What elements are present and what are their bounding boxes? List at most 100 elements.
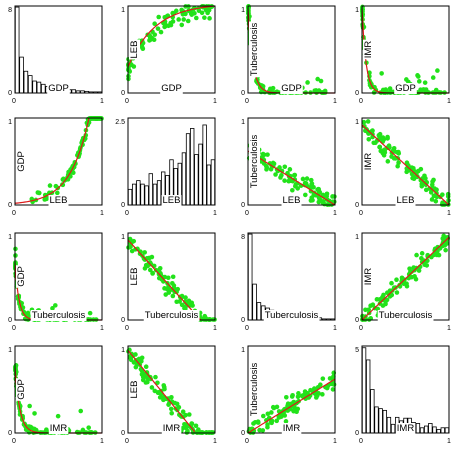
histogram-bar <box>202 124 207 206</box>
fit-curve <box>14 118 90 204</box>
scatter-point <box>158 29 164 35</box>
fit-curve <box>361 236 450 321</box>
x-tick-label: 0 <box>245 325 249 332</box>
scatter-point <box>308 198 314 203</box>
scatter-point <box>445 191 451 197</box>
y-axis-label-backing <box>249 21 260 78</box>
scatter-point <box>384 297 390 303</box>
panel-frame <box>247 345 336 434</box>
y-tick-label: 0 <box>8 90 12 97</box>
scatter-point <box>373 140 378 146</box>
scatter-point <box>80 427 86 433</box>
y-axis-label: GDP <box>16 266 27 287</box>
y-tick-label: 0 <box>355 202 359 209</box>
histogram-bar <box>41 83 46 94</box>
scatter-point <box>150 271 155 276</box>
scatter-point <box>166 23 171 29</box>
scatter-point <box>324 191 330 197</box>
scatter-point <box>279 172 284 178</box>
x-axis-label-backing <box>48 423 69 434</box>
x-tick-label: 0 <box>125 98 129 105</box>
scatter-point <box>207 16 212 21</box>
x-axis-label-backing <box>30 310 87 321</box>
x-axis-label: Tuberculosis <box>32 310 86 321</box>
x-axis-label: LEB <box>163 195 181 206</box>
scatter-point <box>183 11 188 17</box>
scatter-point <box>389 280 394 286</box>
scatter-point <box>414 252 419 258</box>
y-tick-label: 0 <box>241 202 245 209</box>
scatter-point <box>434 252 440 258</box>
fit-curve <box>127 239 201 321</box>
scatter-point <box>387 86 393 91</box>
y-tick-label: 1 <box>8 347 12 354</box>
scatter-point <box>131 238 137 244</box>
histogram-bar <box>247 233 253 321</box>
y-tick-label: 0 <box>8 317 12 324</box>
scatter-point <box>155 380 160 386</box>
x-tick-label: 0 <box>245 210 249 217</box>
scatter-point <box>78 408 84 414</box>
scatter-point <box>431 177 436 183</box>
scatter-point <box>151 37 157 43</box>
scatter-point <box>324 385 330 390</box>
scatter-point <box>55 190 60 196</box>
scatter-point <box>147 260 153 266</box>
scatter-point <box>179 302 185 308</box>
histogram-bar <box>156 180 162 206</box>
scatter-point <box>24 315 29 321</box>
panel-r0-c2: 0 1 0 1 GDP Tuberculosis <box>241 4 337 105</box>
scatter-point <box>53 183 59 189</box>
scatter-point <box>164 286 170 292</box>
x-tick-label: 1 <box>333 325 337 332</box>
histogram-bar <box>210 159 216 206</box>
y-tick-label: 0 <box>121 90 125 97</box>
scatter-point <box>380 303 386 308</box>
scatter-point <box>424 263 430 268</box>
scatter-point <box>140 45 145 50</box>
x-axis-label: LEB <box>50 195 68 206</box>
scatter-point <box>320 392 325 397</box>
scatter-point <box>418 177 424 183</box>
x-axis-label-backing <box>143 310 200 321</box>
scatter-point <box>163 292 169 297</box>
scatter-point <box>142 250 147 255</box>
scatter-point <box>146 255 152 261</box>
scatter-point <box>415 73 420 78</box>
panel-r0-c0: 0 8 0 1 GDP <box>8 5 104 105</box>
histogram-bar <box>32 80 37 94</box>
scatter-point <box>133 352 138 357</box>
y-tick-label: 0 <box>121 430 125 437</box>
scatter-point <box>175 286 181 292</box>
histogram-bar <box>198 143 203 206</box>
x-axis-label-backing <box>281 423 302 434</box>
panel-r2-c2: 0 8 0 1 Tuberculosis <box>241 232 337 332</box>
scatter-point <box>270 85 276 91</box>
scatter-point <box>157 390 163 396</box>
x-tick-label: 1 <box>213 98 217 105</box>
y-axis-label: Tuberculosis <box>249 363 260 417</box>
x-axis-label: Tuberculosis <box>379 310 433 321</box>
scatter-point <box>35 190 41 195</box>
histogram-bar <box>444 427 450 434</box>
scatter-point <box>431 193 437 199</box>
scatter-point <box>174 299 179 305</box>
scatter-point <box>361 119 367 125</box>
x-tick-label: 1 <box>100 210 104 217</box>
histogram-bar <box>415 423 421 434</box>
scatter-point <box>433 87 439 93</box>
x-axis-label: LEB <box>283 195 301 206</box>
y-tick-label: 1 <box>355 7 359 14</box>
fit-curve <box>361 124 450 206</box>
x-tick-label: 1 <box>447 325 451 332</box>
x-tick-label: 0 <box>12 325 16 332</box>
y-axis-label: IMR <box>363 153 374 171</box>
scatter-point <box>152 21 157 27</box>
scatter-point <box>273 172 278 177</box>
histogram-bar <box>194 154 199 206</box>
y-tick-label: 1 <box>8 234 12 241</box>
x-tick-label: 0 <box>359 438 363 445</box>
y-tick-label: 0 <box>121 202 125 209</box>
scatter-point <box>55 413 61 419</box>
scatter-point <box>379 71 384 76</box>
